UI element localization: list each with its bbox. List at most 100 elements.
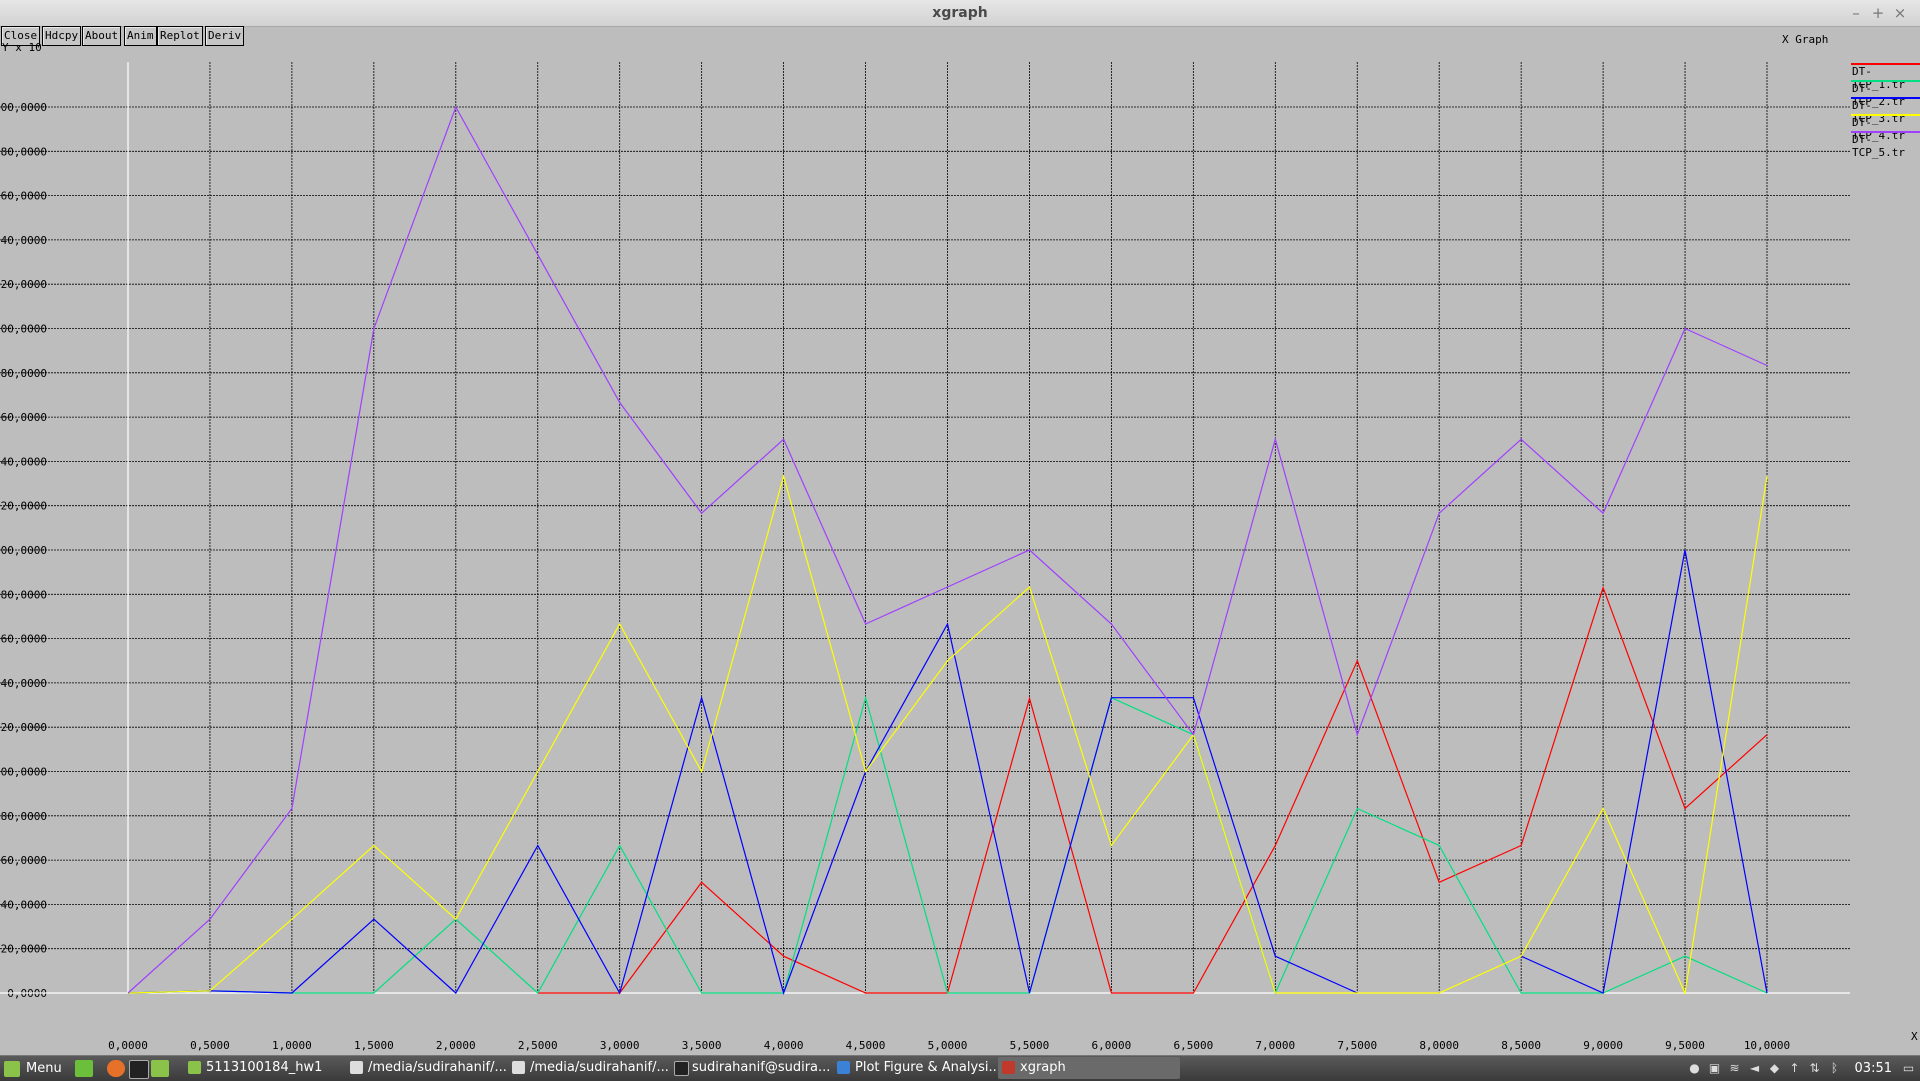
files-icon[interactable] xyxy=(151,1060,169,1077)
x-tick-label: 0,5000 xyxy=(190,1039,230,1052)
replot-button[interactable]: Replot xyxy=(157,26,203,46)
y-tick-label: 280,0000 xyxy=(0,367,47,380)
x-tick-label: 5,5000 xyxy=(1010,1039,1050,1052)
x-tick-label: 9,0000 xyxy=(1583,1039,1623,1052)
text-editor-icon xyxy=(350,1061,363,1074)
y-tick-label: 60,0000 xyxy=(1,854,47,867)
legend-label: DT-TCP_5.tr xyxy=(1852,133,1905,159)
maximize-icon[interactable]: + xyxy=(1871,4,1885,22)
legend-swatch xyxy=(1851,97,1920,99)
menu-icon xyxy=(4,1060,20,1077)
x-tick-label: 9,5000 xyxy=(1665,1039,1705,1052)
close-button[interactable]: Close xyxy=(1,26,41,46)
network-icon[interactable]: ⇅ xyxy=(1809,1061,1820,1075)
legend-item: DT-TCP_1.tr xyxy=(1851,63,1920,91)
series-line-3 xyxy=(1520,549,1768,994)
series-line-1 xyxy=(537,585,1768,994)
x-tick-label: 2,0000 xyxy=(436,1039,476,1052)
y-tick-label: 160,0000 xyxy=(0,633,47,646)
task-label: xgraph xyxy=(1020,1060,1066,1075)
x-tick-label: 3,0000 xyxy=(600,1039,640,1052)
y-tick-label: 300,0000 xyxy=(0,323,47,336)
task-label: /media/sudirahanif/... xyxy=(530,1060,669,1075)
y-tick-label: 20,0000 xyxy=(1,943,47,956)
menu-label: Menu xyxy=(26,1061,62,1076)
clipboard-icon[interactable]: ▣ xyxy=(1708,1061,1721,1075)
start-menu-button[interactable]: Menu xyxy=(4,1059,62,1078)
x-tick-label: 4,5000 xyxy=(846,1039,886,1052)
legend-swatch xyxy=(1851,63,1920,65)
x-tick-label: 6,0000 xyxy=(1092,1039,1132,1052)
clock[interactable]: 03:51 xyxy=(1854,1061,1892,1076)
series-line-2 xyxy=(127,695,1768,995)
task-item[interactable]: 5113100184_hw1 xyxy=(184,1057,366,1079)
task-label: Plot Figure & Analysi... xyxy=(855,1060,1001,1075)
task-item[interactable]: sudirahanif@sudira... xyxy=(670,1057,852,1079)
text-editor-icon xyxy=(512,1061,525,1074)
y-tick-label: 260,0000 xyxy=(0,411,47,424)
legend-swatch xyxy=(1851,80,1920,82)
y-tick-label: 380,0000 xyxy=(0,145,47,158)
about-button[interactable]: About xyxy=(82,26,122,46)
x-tick-label: 6,5000 xyxy=(1173,1039,1213,1052)
y-tick-label: 340,0000 xyxy=(0,234,47,247)
terminal-icon xyxy=(674,1061,689,1076)
graph-title: X Graph xyxy=(1782,33,1829,46)
shield-icon[interactable]: ◆ xyxy=(1769,1061,1780,1075)
y-tick-label: 240,0000 xyxy=(0,455,47,468)
anim-button[interactable]: Anim xyxy=(124,26,157,46)
y-tick-label: 120,0000 xyxy=(0,721,47,734)
y-tick-label: 220,0000 xyxy=(0,500,47,513)
y-tick-label: 80,0000 xyxy=(1,810,47,823)
x-tick-label: 8,0000 xyxy=(1419,1039,1459,1052)
notification-icon[interactable]: ▭ xyxy=(1902,1061,1915,1075)
minimize-icon[interactable]: – xyxy=(1852,4,1860,22)
x-tick-label: 10,0000 xyxy=(1744,1039,1790,1052)
terminal-icon[interactable] xyxy=(129,1060,149,1079)
legend-item: DT-TCP_2.tr xyxy=(1851,80,1920,108)
xgraph-app-icon xyxy=(1002,1061,1015,1074)
firefox-icon[interactable] xyxy=(107,1060,125,1077)
legend-item: DT-TCP_4.tr xyxy=(1851,114,1920,142)
task-label: sudirahanif@sudira... xyxy=(692,1060,831,1075)
y-tick-label: 100,0000 xyxy=(0,766,47,779)
series-line-5 xyxy=(127,105,1768,994)
y-unit-label: Y x 10 xyxy=(2,41,42,54)
document-icon xyxy=(837,1061,850,1074)
legend-item: DT-TCP_5.tr xyxy=(1851,131,1920,159)
bluetooth-icon[interactable]: ᛒ xyxy=(1830,1061,1839,1075)
series-line-4 xyxy=(127,473,1768,996)
wifi-icon[interactable]: ≋ xyxy=(1729,1061,1740,1075)
window-titlebar: xgraph – + × xyxy=(0,0,1920,27)
x-tick-label: 7,5000 xyxy=(1337,1039,1377,1052)
y-tick-label: 140,0000 xyxy=(0,677,47,690)
window-title: xgraph xyxy=(932,5,988,21)
show-desktop-icon[interactable] xyxy=(75,1060,93,1077)
legend-item: DT-TCP_3.tr xyxy=(1851,97,1920,125)
volume-icon[interactable]: ◄ xyxy=(1749,1061,1760,1075)
folder-icon xyxy=(188,1061,201,1074)
y-tick-label: 320,0000 xyxy=(0,278,47,291)
x-tick-label: 3,5000 xyxy=(682,1039,722,1052)
task-label: /media/sudirahanif/... xyxy=(368,1060,507,1075)
y-tick-label: 400,0000 xyxy=(0,101,47,114)
close-window-icon[interactable]: × xyxy=(1893,4,1907,22)
deriv-button[interactable]: Deriv xyxy=(205,26,245,46)
x-tick-label: 5,0000 xyxy=(928,1039,968,1052)
series-line-3 xyxy=(127,622,1358,995)
x-tick-label: 0,0000 xyxy=(108,1039,148,1052)
x-tick-label: 8,5000 xyxy=(1501,1039,1541,1052)
y-tick-label: 200,0000 xyxy=(0,544,47,557)
legend-swatch xyxy=(1851,131,1920,133)
y-tick-label: 40,0000 xyxy=(1,898,47,911)
taskbar: Menu 5113100184_hw1 /media/sudirahanif/.… xyxy=(0,1055,1920,1081)
y-tick-label: 360,0000 xyxy=(0,190,47,203)
update-icon[interactable]: ↑ xyxy=(1789,1061,1800,1075)
task-item-active[interactable]: xgraph xyxy=(998,1057,1180,1079)
task-item[interactable]: /media/sudirahanif/... xyxy=(346,1057,528,1079)
task-item[interactable]: /media/sudirahanif/... xyxy=(508,1057,690,1079)
hdcpy-button[interactable]: Hdcpy xyxy=(42,26,82,46)
task-item[interactable]: Plot Figure & Analysi... xyxy=(833,1057,1017,1079)
user-icon[interactable]: ● xyxy=(1689,1061,1700,1075)
